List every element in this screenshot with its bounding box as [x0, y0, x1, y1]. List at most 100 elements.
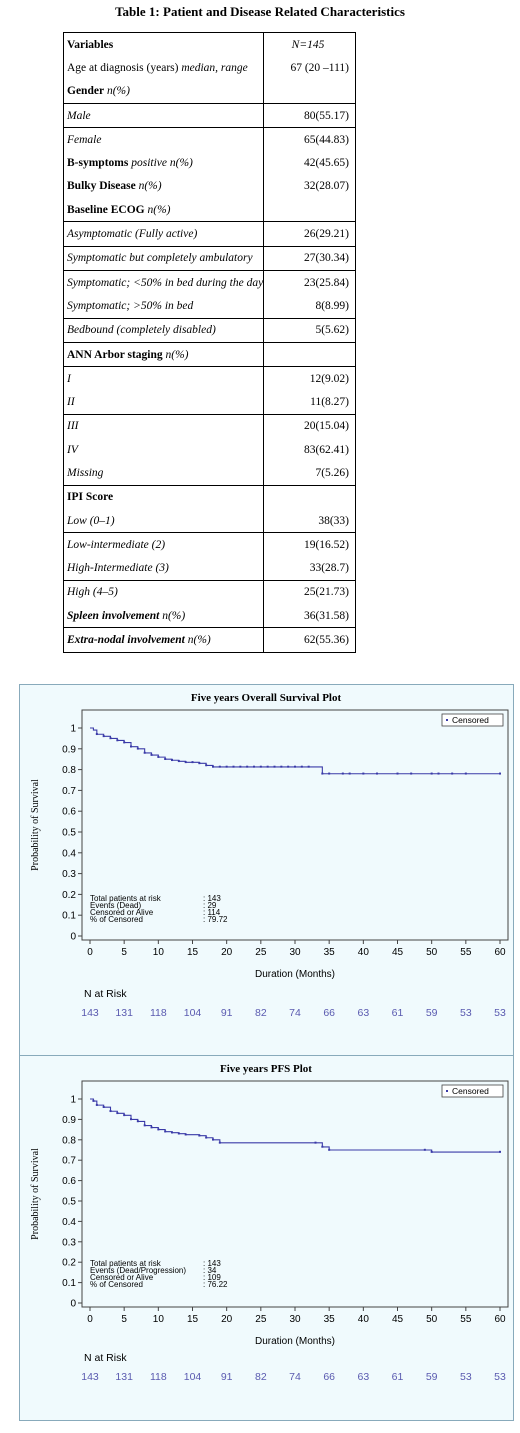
- row-label: Low-intermediate (2): [63, 532, 264, 557]
- x-tick-label: 5: [121, 947, 127, 958]
- row-label-text: Baseline ECOG: [67, 203, 145, 216]
- row-label-text: I: [67, 372, 71, 385]
- risk-count: 53: [494, 1007, 506, 1019]
- risk-count: 59: [426, 1007, 438, 1019]
- y-axis-label: Probability of Survival: [30, 1148, 41, 1240]
- censor-mark: [164, 758, 167, 760]
- censor-mark: [212, 765, 214, 768]
- row-value: [263, 79, 356, 104]
- survival-curve: [90, 1098, 500, 1153]
- x-tick-label: 45: [392, 947, 404, 958]
- y-tick-label: 0.9: [62, 744, 76, 755]
- x-tick-label: 15: [187, 947, 199, 958]
- row-value: 12(9.02): [263, 366, 356, 391]
- table-row: IV 83(62.41): [63, 438, 356, 462]
- censor-mark: [218, 765, 221, 768]
- censor-mark: [300, 765, 303, 768]
- legend-marker: [446, 1090, 448, 1092]
- row-value: 32(28.07): [263, 174, 356, 199]
- row-value: 62(55.36): [263, 627, 356, 653]
- x-axis-label: Duration (Months): [255, 969, 335, 980]
- censor-mark: [198, 1134, 201, 1137]
- table-row: Male 80(55.17): [63, 102, 356, 128]
- row-label: High-Intermediate (3): [63, 556, 264, 581]
- x-axis-label: Duration (Months): [255, 1336, 335, 1347]
- row-label: Gender n(%): [63, 79, 264, 104]
- x-tick-label: 30: [289, 1314, 301, 1325]
- censor-mark: [92, 1099, 95, 1102]
- y-tick-label: 0.3: [62, 869, 76, 880]
- table-row: Female 65(44.83): [63, 127, 356, 152]
- censor-mark: [177, 760, 180, 763]
- stat-value: : 143: [203, 1259, 221, 1268]
- table-row: Low-intermediate (2) 19(16.52): [63, 532, 356, 557]
- row-label-text: Asymptomatic (Fully active): [67, 228, 198, 241]
- censor-mark: [430, 772, 433, 775]
- x-tick-label: 45: [392, 1314, 404, 1325]
- censor-mark: [287, 765, 290, 768]
- row-label: Missing: [63, 461, 264, 486]
- censor-mark: [157, 755, 160, 758]
- censor-mark: [150, 753, 153, 756]
- table-title: Table 1: Patient and Disease Related Cha…: [115, 4, 405, 19]
- y-tick-label: 0.3: [62, 1237, 76, 1248]
- censor-mark: [218, 1141, 221, 1144]
- stat-value: : 143: [203, 894, 221, 903]
- stat-label: Censored or Alive: [90, 908, 154, 917]
- row-label-text: Age at diagnosis (years): [67, 61, 179, 74]
- censor-mark: [171, 759, 173, 762]
- censor-mark: [307, 765, 310, 768]
- risk-count: 118: [150, 1371, 167, 1383]
- row-label-text: Low (0–1): [67, 514, 115, 527]
- risk-table-label: N at Risk: [84, 988, 127, 1000]
- legend-marker: [446, 719, 448, 721]
- censor-mark: [184, 761, 187, 764]
- row-label-suffix: median, range: [178, 61, 248, 74]
- row-label-text: High-Intermediate (3): [67, 562, 169, 575]
- x-tick-label: 30: [289, 947, 301, 958]
- chart-title: Five years Overall Survival Plot: [191, 692, 342, 704]
- row-label: Low (0–1): [63, 508, 264, 533]
- table-row: Baseline ECOG n(%): [63, 198, 356, 222]
- censor-mark: [280, 765, 283, 768]
- risk-table-label: N at Risk: [84, 1352, 127, 1364]
- x-tick-label: 35: [324, 1314, 336, 1325]
- row-label: Asymptomatic (Fully active): [63, 221, 264, 247]
- row-label: Age at diagnosis (years) median, range: [63, 56, 264, 80]
- risk-count: 143: [81, 1007, 99, 1019]
- y-tick-label: 0.7: [62, 786, 76, 797]
- risk-count: 74: [289, 1371, 301, 1383]
- x-tick-label: 55: [460, 947, 472, 958]
- y-tick-label: 0.4: [62, 848, 76, 859]
- table-row: Age at diagnosis (years) median, range 67…: [63, 56, 356, 80]
- row-label-text: Bedbound (completely disabled): [67, 324, 216, 337]
- table-row: Asymptomatic (Fully active) 26(29.21): [63, 221, 356, 247]
- risk-count: 66: [323, 1371, 335, 1383]
- stat-label: Events (Dead/Progression): [90, 1266, 186, 1275]
- censor-mark: [157, 1128, 160, 1131]
- censor-mark: [109, 737, 112, 740]
- censor-mark: [253, 765, 255, 768]
- y-tick-label: 0.1: [62, 911, 76, 922]
- censor-mark: [198, 762, 201, 765]
- stat-label: Total patients at risk: [90, 1259, 162, 1268]
- row-label: Spleen involvement n(%): [63, 604, 264, 628]
- stat-label: Censored or Alive: [90, 1273, 154, 1282]
- censor-mark: [314, 1141, 317, 1144]
- row-label-text: ANN Arbor staging: [67, 348, 163, 361]
- censor-mark: [348, 772, 351, 775]
- censor-mark: [171, 1131, 173, 1134]
- row-value: 38(33): [263, 508, 356, 533]
- censor-mark: [123, 741, 126, 744]
- header-variable: Variables: [63, 32, 264, 57]
- table-row: Bedbound (completely disabled) 5(5.62): [63, 317, 356, 343]
- row-label: Symptomatic; >50% in bed: [63, 294, 264, 319]
- row-value: 25(21.73): [263, 579, 356, 605]
- censor-mark: [177, 1132, 180, 1135]
- row-value: 36(31.58): [263, 604, 356, 628]
- row-label-text: B-symptoms: [67, 157, 129, 170]
- censor-mark: [410, 772, 413, 775]
- censor-mark: [266, 765, 269, 768]
- stat-value: : 76.22: [203, 1280, 228, 1289]
- y-tick-label: 0.5: [62, 828, 76, 839]
